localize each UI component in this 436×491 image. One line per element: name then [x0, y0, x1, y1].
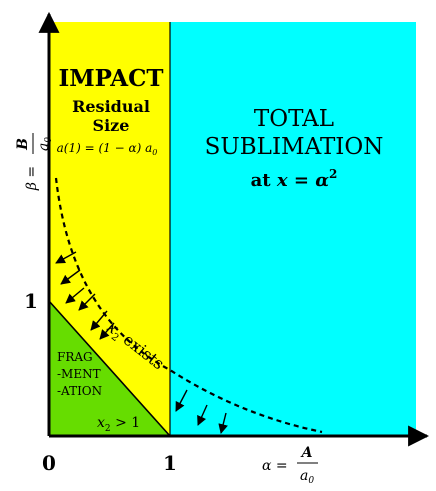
impact-title: IMPACT [58, 65, 163, 92]
fragmentation-line1: FRAG [57, 350, 93, 364]
flow-arrows [55, 251, 228, 434]
sublimation-title-line1: TOTAL [254, 106, 334, 132]
svg-text:a0: a0 [300, 468, 314, 486]
svg-text:a0: a0 [36, 137, 54, 151]
sublimation-condition: at x = α2 [251, 167, 338, 191]
flow-arrow [65, 287, 85, 304]
flow-arrow [78, 293, 96, 311]
residual-label: Residual [72, 97, 150, 116]
fragmentation-line2: -MENT [57, 367, 101, 381]
x2-existence-curve [54, 177, 323, 434]
y-tick-1: 1 [24, 289, 38, 313]
x-axis-label: α = A a0 [262, 445, 318, 486]
flow-arrow [175, 389, 188, 412]
sublimation-region [170, 22, 416, 436]
svg-text:α =: α = [262, 458, 288, 474]
fragmentation-line3: -ATION [57, 384, 102, 398]
fragmentation-boundary [48, 300, 171, 437]
svg-text:B: B [15, 138, 31, 151]
fragmentation-condition: x2 > 1 [97, 415, 140, 434]
flow-arrow [197, 404, 208, 426]
residual-formula: a(1) = (1 − α) a0 [57, 141, 158, 157]
svg-text:A: A [300, 445, 313, 461]
y-axis-label: β = B a0 [15, 133, 54, 191]
x-tick-0: 0 [42, 451, 56, 475]
flow-arrow [90, 310, 108, 331]
flow-arrow [99, 322, 115, 340]
flow-arrow [218, 412, 228, 434]
sublimation-title-line2: SUBLIMATION [205, 134, 384, 160]
x-tick-1: 1 [163, 451, 177, 475]
flow-arrow [55, 251, 77, 264]
svg-text:β =: β = [24, 166, 40, 191]
size-label: Size [93, 116, 130, 135]
flow-arrow [60, 269, 81, 285]
